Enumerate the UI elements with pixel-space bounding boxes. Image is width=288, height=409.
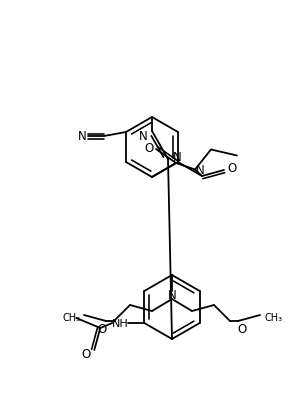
Text: CH₃: CH₃ [265, 312, 283, 322]
Text: O: O [82, 348, 91, 361]
Text: O: O [227, 162, 237, 175]
Text: N: N [173, 151, 181, 164]
Text: O: O [144, 141, 154, 154]
Text: CH₃: CH₃ [63, 312, 81, 322]
Text: N: N [168, 289, 176, 302]
Text: O: O [97, 323, 107, 336]
Text: O: O [237, 323, 247, 336]
Text: N: N [196, 164, 204, 177]
Text: N: N [139, 129, 147, 142]
Text: NH: NH [112, 318, 129, 328]
Text: N: N [78, 130, 86, 143]
